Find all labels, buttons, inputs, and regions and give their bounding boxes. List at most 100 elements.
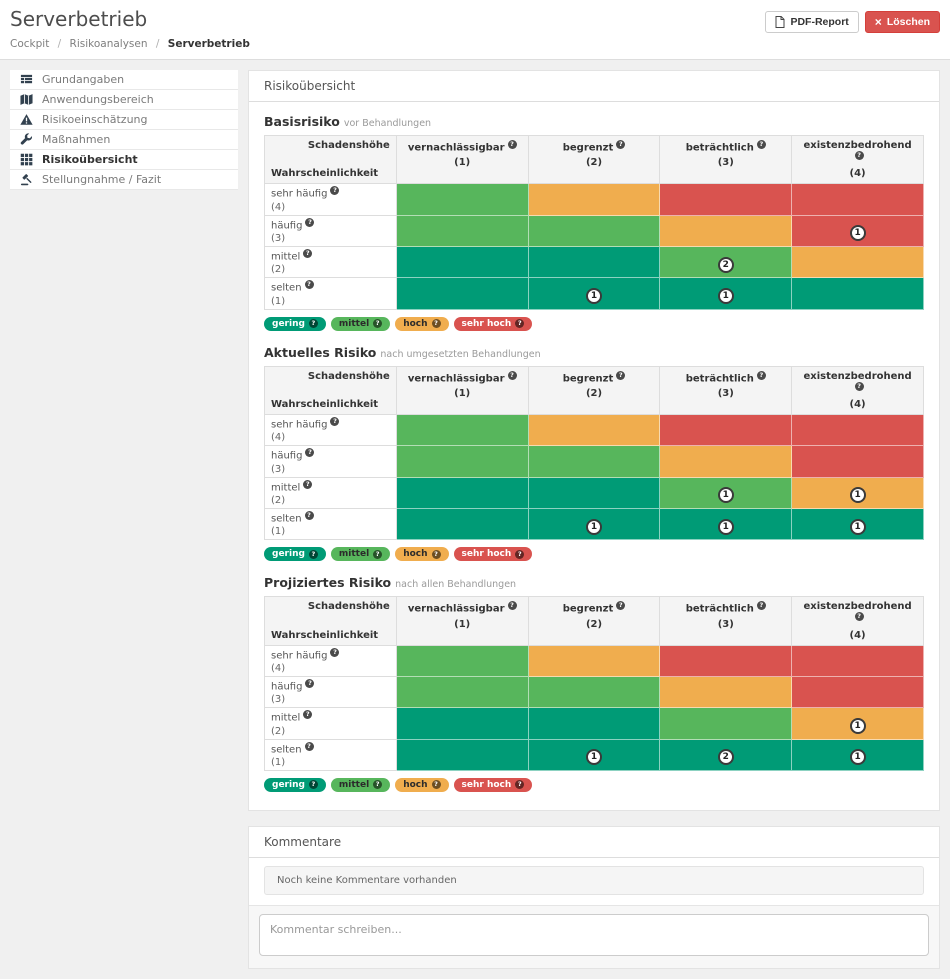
risk-cell — [396, 676, 529, 709]
column-header: existenzbedrohend? (4) — [792, 597, 924, 646]
sidebar-item-ma-nahmen[interactable]: Maßnahmen — [10, 130, 238, 150]
risk-cell — [528, 645, 661, 677]
risk-cell — [660, 676, 793, 709]
help-icon[interactable]: ? — [308, 780, 318, 790]
column-weight: (1) — [454, 157, 471, 169]
help-icon[interactable]: ? — [515, 549, 525, 559]
column-weight: (3) — [717, 387, 734, 399]
column-weight: (3) — [717, 157, 734, 169]
risk-count-badge: 2 — [717, 749, 734, 766]
breadcrumb-item-cockpit[interactable]: Cockpit — [10, 38, 50, 50]
help-icon[interactable]: ? — [616, 601, 626, 611]
help-icon[interactable]: ? — [308, 319, 318, 329]
risk-cell — [792, 645, 924, 677]
help-icon[interactable]: ? — [304, 280, 314, 290]
sidebar-item-stellungnahme-fazit[interactable]: Stellungnahme / Fazit — [10, 170, 238, 190]
risk-count-badge: 1 — [717, 518, 734, 535]
risk-cell — [528, 676, 661, 709]
pdf-report-button[interactable]: PDF-Report — [765, 11, 859, 33]
toolbar: PDF-Report × Löschen — [765, 11, 940, 33]
sidebar-item-anwendungsbereich[interactable]: Anwendungsbereich — [10, 90, 238, 110]
help-icon[interactable]: ? — [756, 601, 766, 611]
sidebar-item-grundangaben[interactable]: Grundangaben — [10, 70, 238, 90]
sidebar-item-risikoeinsch-tzung[interactable]: Risikoeinschätzung — [10, 110, 238, 130]
risk-matrix-table: Schadenshöhe Wahrscheinlichkeit vernachläs… — [264, 135, 924, 310]
help-icon[interactable]: ? — [305, 448, 315, 458]
help-icon[interactable]: ? — [330, 416, 340, 426]
risk-cell — [660, 414, 793, 447]
column-weight: (2) — [585, 387, 603, 399]
help-icon[interactable]: ? — [431, 549, 441, 559]
column-weight: (1) — [454, 387, 471, 399]
sidebar-item-risiko-bersicht[interactable]: Risikoübersicht — [10, 150, 238, 170]
help-icon[interactable]: ? — [756, 370, 766, 380]
risk-cell: 1 — [528, 508, 661, 541]
risk-cell — [396, 446, 529, 478]
help-icon[interactable]: ? — [330, 647, 340, 657]
help-icon[interactable]: ? — [515, 319, 525, 329]
pdf-report-label: PDF-Report — [790, 16, 849, 28]
help-icon[interactable]: ? — [303, 710, 313, 720]
help-icon[interactable]: ? — [616, 370, 626, 380]
help-icon[interactable]: ? — [305, 678, 315, 688]
columns-axis-label: Schadenshöhe — [307, 370, 390, 382]
comments-header: Kommentare — [249, 827, 939, 858]
sidebar-item-label: Anwendungsbereich — [42, 92, 154, 106]
risk-cell — [396, 278, 529, 310]
file-icon — [775, 16, 785, 28]
list-table-icon — [20, 73, 33, 86]
help-icon[interactable]: ? — [431, 780, 441, 790]
row-weight: (3) — [271, 232, 286, 244]
help-icon[interactable]: ? — [854, 381, 864, 391]
column-header: begrenzt? (2) — [528, 136, 661, 185]
help-icon[interactable]: ? — [304, 510, 314, 520]
row-header: sehr häufig? (4) — [265, 414, 397, 447]
column-weight: (2) — [585, 618, 603, 630]
matrix-subtitle: nach umgesetzten Behandlungen — [380, 348, 541, 360]
legend-pill-sehr-hoch: sehr hoch? — [453, 777, 533, 792]
help-icon[interactable]: ? — [330, 186, 340, 196]
help-icon[interactable]: ? — [304, 741, 314, 751]
sidebar-item-label: Risikoübersicht — [42, 152, 138, 166]
breadcrumb: Cockpit / Risikoanalysen / Serverbetrieb — [10, 38, 940, 50]
help-icon[interactable]: ? — [303, 248, 313, 258]
help-icon[interactable]: ? — [305, 217, 315, 227]
delete-button[interactable]: × Löschen — [864, 11, 940, 33]
rows-axis-label: Wahrscheinlichkeit — [271, 629, 379, 641]
risk-cell — [792, 278, 924, 310]
help-icon[interactable]: ? — [373, 549, 383, 559]
row-header: sehr häufig? (4) — [265, 645, 397, 677]
grid-icon — [20, 153, 33, 166]
help-icon[interactable]: ? — [373, 319, 383, 329]
column-weight: (1) — [454, 618, 471, 630]
matrix-row: selten? (1) 1 1 — [265, 278, 924, 310]
risk-cell: 1 — [660, 278, 793, 310]
row-header: selten? (1) — [265, 278, 397, 310]
help-icon[interactable]: ? — [515, 780, 525, 790]
help-icon[interactable]: ? — [507, 601, 517, 611]
row-header: selten? (1) — [265, 739, 397, 771]
comments-empty-message: Noch keine Kommentare vorhanden — [264, 865, 924, 895]
help-icon[interactable]: ? — [507, 370, 517, 380]
help-icon[interactable]: ? — [303, 479, 313, 489]
close-icon: × — [874, 15, 882, 29]
risk-matrix-table: Schadenshöhe Wahrscheinlichkeit vernachläs… — [264, 596, 924, 771]
help-icon[interactable]: ? — [756, 140, 766, 149]
help-icon[interactable]: ? — [431, 319, 441, 329]
help-icon[interactable]: ? — [507, 140, 517, 149]
risk-cell — [396, 246, 529, 279]
comment-input[interactable] — [259, 913, 929, 956]
sidebar-item-label: Stellungnahme / Fazit — [42, 172, 162, 186]
help-icon[interactable]: ? — [308, 549, 318, 559]
risk-cell — [396, 184, 529, 216]
help-icon[interactable]: ? — [616, 140, 626, 149]
breadcrumb-item-risikoanalysen[interactable]: Risikoanalysen — [69, 38, 148, 50]
help-icon[interactable]: ? — [854, 151, 864, 160]
risk-cell: 1 — [528, 739, 661, 771]
help-icon[interactable]: ? — [854, 612, 864, 622]
row-weight: (1) — [271, 295, 286, 307]
risk-cell — [396, 477, 529, 509]
sidebar-item-label: Maßnahmen — [42, 132, 111, 146]
help-icon[interactable]: ? — [373, 780, 383, 790]
risk-matrix-section-1: Aktuelles Risiko nach umgesetzten Behandl… — [264, 345, 924, 562]
